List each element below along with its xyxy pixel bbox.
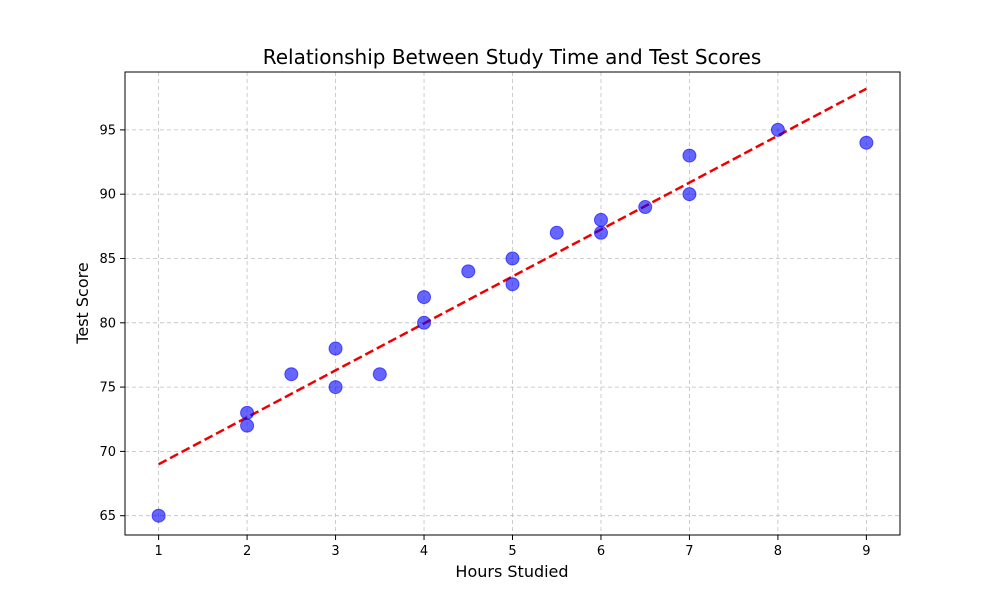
y-tick-label: 95 (99, 123, 116, 138)
x-tick-label: 6 (597, 544, 605, 559)
x-tick-label: 8 (774, 544, 782, 559)
grid (125, 72, 900, 535)
data-point (328, 341, 343, 356)
data-point (593, 212, 608, 227)
data-point (549, 225, 564, 240)
data-point (417, 315, 432, 330)
data-point (240, 418, 255, 433)
data-point (151, 508, 166, 523)
trend-line (158, 87, 867, 466)
data-point (682, 187, 697, 202)
x-tick-label: 5 (508, 544, 516, 559)
data-point (770, 122, 785, 137)
x-tick-label: 1 (154, 544, 162, 559)
x-tick-label: 9 (862, 544, 870, 559)
data-point (859, 135, 874, 150)
x-tick-label: 3 (331, 544, 339, 559)
data-point (240, 405, 255, 420)
y-axis-label: Test Score (73, 262, 92, 344)
x-tick-label: 4 (420, 544, 428, 559)
x-tick-label: 2 (243, 544, 251, 559)
data-point (328, 380, 343, 395)
y-tick-label: 85 (99, 252, 116, 267)
scatter-points (151, 122, 874, 523)
data-point (505, 251, 520, 266)
y-tick-label: 90 (99, 188, 116, 203)
data-point (372, 367, 387, 382)
y-tick-label: 70 (99, 445, 116, 460)
data-point (461, 264, 476, 279)
data-point (284, 367, 299, 382)
data-point (638, 200, 653, 215)
x-tick-label: 7 (685, 544, 693, 559)
data-point (593, 225, 608, 240)
data-point (417, 290, 432, 305)
x-axis-label: Hours Studied (455, 562, 568, 581)
axis-ticks: 1 2 3 4 5 6 7 8 9 65 70 75 80 85 90 95 (99, 123, 870, 559)
y-tick-label: 75 (99, 381, 116, 396)
y-tick-label: 80 (99, 316, 116, 331)
data-point (682, 148, 697, 163)
data-point (505, 277, 520, 292)
chart-title: Relationship Between Study Time and Test… (263, 45, 762, 69)
y-tick-label: 65 (99, 509, 116, 524)
trend-line-layer (158, 87, 867, 466)
